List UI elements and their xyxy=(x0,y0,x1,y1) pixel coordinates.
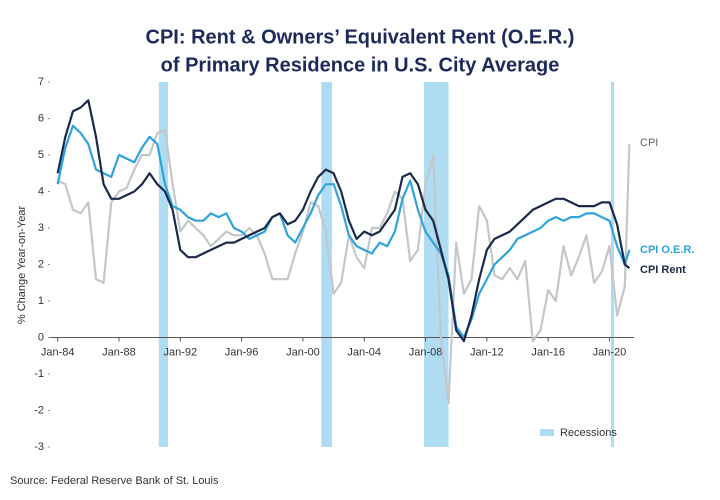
recession-band xyxy=(158,82,169,447)
chart-title: CPI: Rent & Owners’ Equivalent Rent (O.E… xyxy=(146,26,575,48)
y-tick-label: -1 xyxy=(34,368,44,380)
series-line xyxy=(56,124,631,339)
series-line xyxy=(57,128,631,405)
chart-title: of Primary Residence in U.S. City Averag… xyxy=(161,54,560,76)
x-tick-label: Jan-12 xyxy=(470,346,504,358)
y-axis-title: % Change Year-on-Year xyxy=(16,206,28,325)
source: Source: Federal Reserve Bank of St. Loui… xyxy=(10,475,219,487)
x-tick-label: Jan-88 xyxy=(102,346,136,358)
series-label: CPI xyxy=(640,137,658,149)
x-tick-label: Jan-16 xyxy=(531,346,565,358)
series-line xyxy=(56,99,631,343)
x-tick-label: Jan-08 xyxy=(409,346,443,358)
series-label: CPI O.E.R. xyxy=(640,244,694,256)
y-tick-label: 4 xyxy=(38,185,44,197)
x-tick-label: Jan-84 xyxy=(41,346,75,358)
legend-label: Recessions xyxy=(560,427,617,439)
y-tick-label: 5 xyxy=(38,149,44,161)
y-tick-label: 2 xyxy=(38,258,44,270)
y-tick-label: -3 xyxy=(34,441,44,453)
x-tick-label: Jan-92 xyxy=(163,346,197,358)
legend-swatch xyxy=(540,429,554,436)
x-tick-label: Jan-20 xyxy=(593,346,627,358)
y-tick-label: 7 xyxy=(38,76,44,88)
y-tick-label: 1 xyxy=(38,295,44,307)
y-tick-label: 3 xyxy=(38,222,44,234)
x-tick-label: Jan-04 xyxy=(347,346,381,358)
y-tick-label: 0 xyxy=(38,331,44,343)
series-label: CPI Rent xyxy=(640,264,686,276)
recession-band xyxy=(321,82,333,447)
y-tick-label: -2 xyxy=(34,404,44,416)
x-tick-label: Jan-96 xyxy=(225,346,259,358)
y-tick-label: 6 xyxy=(38,112,44,124)
x-tick-label: Jan-00 xyxy=(286,346,320,358)
